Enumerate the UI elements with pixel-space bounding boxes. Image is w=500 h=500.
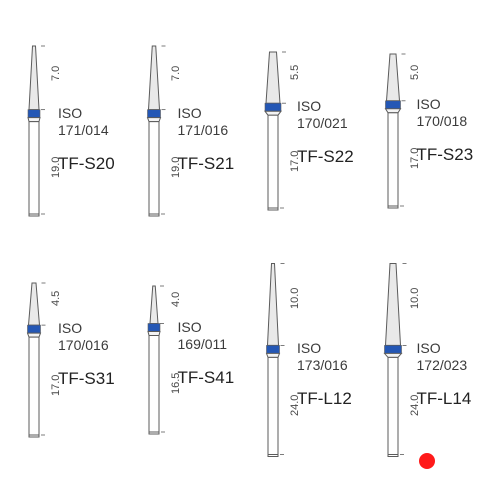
bur-grid: 7.019.0ISO171/014TF-S20 7.019.0ISO171/01… — [0, 0, 500, 500]
dim-tip-length: 7.0 — [50, 66, 62, 81]
product-code: TF-S23 — [417, 145, 474, 165]
dim-tip-length: 4.5 — [50, 291, 62, 306]
iso-label: ISO — [417, 341, 441, 356]
product-code: TF-S41 — [178, 368, 235, 388]
iso-spec: 170/016 — [58, 337, 109, 353]
bur-cell: 4.517.0ISO170/016TF-S31 — [14, 259, 128, 470]
iso-spec: 171/016 — [178, 122, 229, 138]
bur-labels: 5.017.0ISO170/018TF-S23 — [411, 30, 487, 241]
bur-drawing — [20, 259, 48, 470]
iso-label: ISO — [178, 106, 202, 121]
product-code: TF-L12 — [297, 389, 352, 409]
bur-cell: 10.024.0ISO173/016TF-L12 — [253, 259, 367, 470]
iso-label: ISO — [58, 321, 82, 336]
bur-cell: 5.517.0ISO170/021TF-S22 — [253, 30, 367, 241]
iso-spec: 170/021 — [297, 115, 348, 131]
iso-label: ISO — [297, 341, 321, 356]
dim-tip-length: 5.5 — [289, 65, 301, 80]
bur-labels: 7.019.0ISO171/014TF-S20 — [52, 30, 128, 241]
dim-tip-length: 4.0 — [170, 291, 182, 306]
iso-spec: 169/011 — [178, 336, 228, 352]
product-code: TF-L14 — [417, 389, 472, 409]
product-code: TF-S20 — [58, 154, 115, 174]
iso-label: ISO — [417, 97, 441, 112]
product-code: TF-S22 — [297, 147, 354, 167]
dim-tip-length: 7.0 — [170, 66, 182, 81]
highlight-dot-icon — [419, 453, 435, 469]
bur-labels: 5.517.0ISO170/021TF-S22 — [291, 30, 367, 241]
bur-drawing — [140, 259, 168, 470]
product-code: TF-S31 — [58, 369, 115, 389]
bur-labels: 10.024.0ISO173/016TF-L12 — [291, 259, 367, 470]
bur-cell: 5.017.0ISO170/018TF-S23 — [373, 30, 487, 241]
iso-label: ISO — [58, 106, 82, 121]
bur-drawing — [379, 259, 407, 470]
dim-tip-length: 10.0 — [409, 287, 421, 308]
product-code: TF-S21 — [178, 154, 235, 174]
iso-spec: 170/018 — [417, 113, 468, 129]
bur-drawing — [259, 30, 287, 241]
dim-tip-length: 5.0 — [409, 64, 421, 79]
bur-labels: 7.019.0ISO171/016TF-S21 — [172, 30, 248, 241]
page: 7.019.0ISO171/014TF-S20 7.019.0ISO171/01… — [0, 0, 500, 500]
iso-label: ISO — [178, 320, 202, 335]
bur-cell: 7.019.0ISO171/016TF-S21 — [134, 30, 248, 241]
iso-spec: 172/023 — [417, 357, 468, 373]
bur-cell: 4.016.5ISO169/011TF-S41 — [134, 259, 248, 470]
iso-label: ISO — [297, 99, 321, 114]
bur-labels: 10.024.0ISO172/023TF-L14 — [411, 259, 487, 470]
bur-drawing — [140, 30, 168, 241]
bur-drawing — [259, 259, 287, 470]
bur-cell: 10.024.0ISO172/023TF-L14 — [373, 259, 487, 470]
bur-cell: 7.019.0ISO171/014TF-S20 — [14, 30, 128, 241]
bur-labels: 4.016.5ISO169/011TF-S41 — [172, 259, 248, 470]
bur-drawing — [379, 30, 407, 241]
iso-spec: 171/014 — [58, 122, 109, 138]
bur-labels: 4.517.0ISO170/016TF-S31 — [52, 259, 128, 470]
bur-drawing — [20, 30, 48, 241]
dim-tip-length: 10.0 — [289, 287, 301, 308]
iso-spec: 173/016 — [297, 357, 348, 373]
